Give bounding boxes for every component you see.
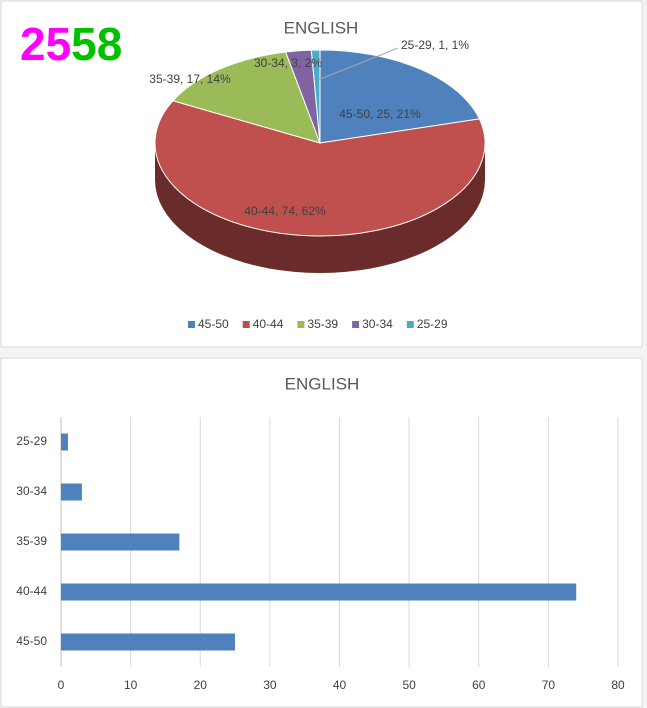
y-tick-label: 30-34 (16, 484, 47, 498)
chart-title: ENGLISH (285, 374, 360, 393)
legend-swatch (406, 321, 414, 328)
x-tick-label: 80 (611, 678, 625, 692)
pie-slice (172, 51, 321, 144)
bar (61, 483, 82, 501)
badge: 2558 (20, 18, 122, 70)
badge-part: 58 (71, 18, 122, 70)
bar (61, 633, 236, 651)
slice-side (155, 143, 485, 273)
y-tick-label: 35-39 (16, 534, 47, 548)
chart-title: ENGLISH (284, 18, 359, 37)
legend-label: 45-50 (198, 317, 229, 331)
y-tick-label: 45-50 (16, 634, 47, 648)
bar (61, 533, 180, 551)
data-label: 35-39, 17, 14% (149, 72, 231, 86)
badge-part: 25 (20, 18, 71, 70)
x-tick-label: 30 (263, 678, 277, 692)
legend-swatch (242, 321, 250, 328)
legend-label: 30-34 (362, 317, 393, 331)
x-tick-label: 70 (542, 678, 556, 692)
data-label: 25-29, 1, 1% (401, 38, 469, 52)
legend-swatch (188, 321, 195, 328)
y-tick-label: 25-29 (16, 434, 47, 448)
bar-panel (0, 357, 643, 708)
x-tick-label: 50 (402, 678, 416, 692)
data-label: 45-50, 25, 21% (339, 107, 421, 121)
data-label: 40-44, 74, 62% (244, 204, 326, 218)
legend-label: 40-44 (253, 317, 284, 331)
pie-slice (154, 100, 486, 237)
x-tick-label: 20 (194, 678, 208, 692)
x-tick-label: 40 (333, 678, 347, 692)
y-tick-label: 40-44 (16, 584, 47, 598)
legend-swatch (352, 321, 360, 328)
legend-label: 35-39 (307, 317, 338, 331)
x-tick-label: 0 (58, 678, 65, 692)
pie-slice (319, 49, 481, 144)
x-tick-label: 10 (124, 678, 138, 692)
pie-slice (310, 49, 321, 144)
bar (61, 583, 577, 601)
legend-swatch (297, 321, 305, 328)
bar (61, 433, 68, 451)
leader-line (317, 47, 399, 81)
x-tick-label: 60 (472, 678, 486, 692)
legend-label: 25-29 (417, 317, 448, 331)
data-label: 30-34, 3, 2% (254, 56, 322, 70)
